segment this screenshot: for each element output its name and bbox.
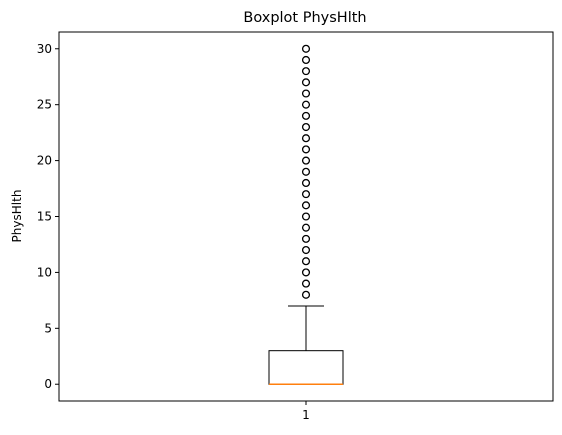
outlier-point [301, 111, 311, 120]
outlier-point [301, 122, 311, 132]
outlier-point [301, 257, 311, 266]
y-tick-label: 10 [37, 265, 52, 279]
y-tick-label: 25 [37, 98, 52, 112]
outlier-point [301, 55, 311, 65]
outlier-point [301, 145, 311, 154]
outlier-point [301, 100, 311, 109]
y-tick-label: 0 [44, 377, 52, 391]
outlier-point [301, 67, 311, 76]
outlier-point [301, 167, 311, 176]
outlier-point [301, 234, 311, 243]
x-tick-label: 1 [302, 408, 310, 422]
outlier-point [301, 279, 311, 288]
outlier-point [301, 245, 311, 255]
chart-title: Boxplot PhysHlth [243, 10, 366, 26]
y-tick-label: 15 [37, 210, 52, 224]
outlier-point [301, 156, 311, 165]
outlier-point [301, 290, 311, 299]
plot-area: 0 5 10 15 20 25 30 1 [37, 31, 554, 422]
outlier-point [301, 268, 311, 277]
iqr-box [268, 350, 344, 385]
outlier-point [301, 44, 311, 53]
outlier-point [301, 223, 311, 232]
outlier-point [301, 134, 311, 143]
outlier-point [301, 190, 311, 199]
outlier-point [301, 212, 311, 221]
y-tick-label: 20 [37, 154, 52, 168]
outlier-point [301, 201, 311, 210]
outlier-point [301, 78, 311, 87]
y-axis-label: PhysHlth [10, 190, 24, 243]
y-tick-label: 5 [44, 321, 52, 335]
y-tick-label: 30 [37, 42, 52, 56]
outlier-point [301, 178, 311, 188]
outlier-point [301, 89, 311, 98]
